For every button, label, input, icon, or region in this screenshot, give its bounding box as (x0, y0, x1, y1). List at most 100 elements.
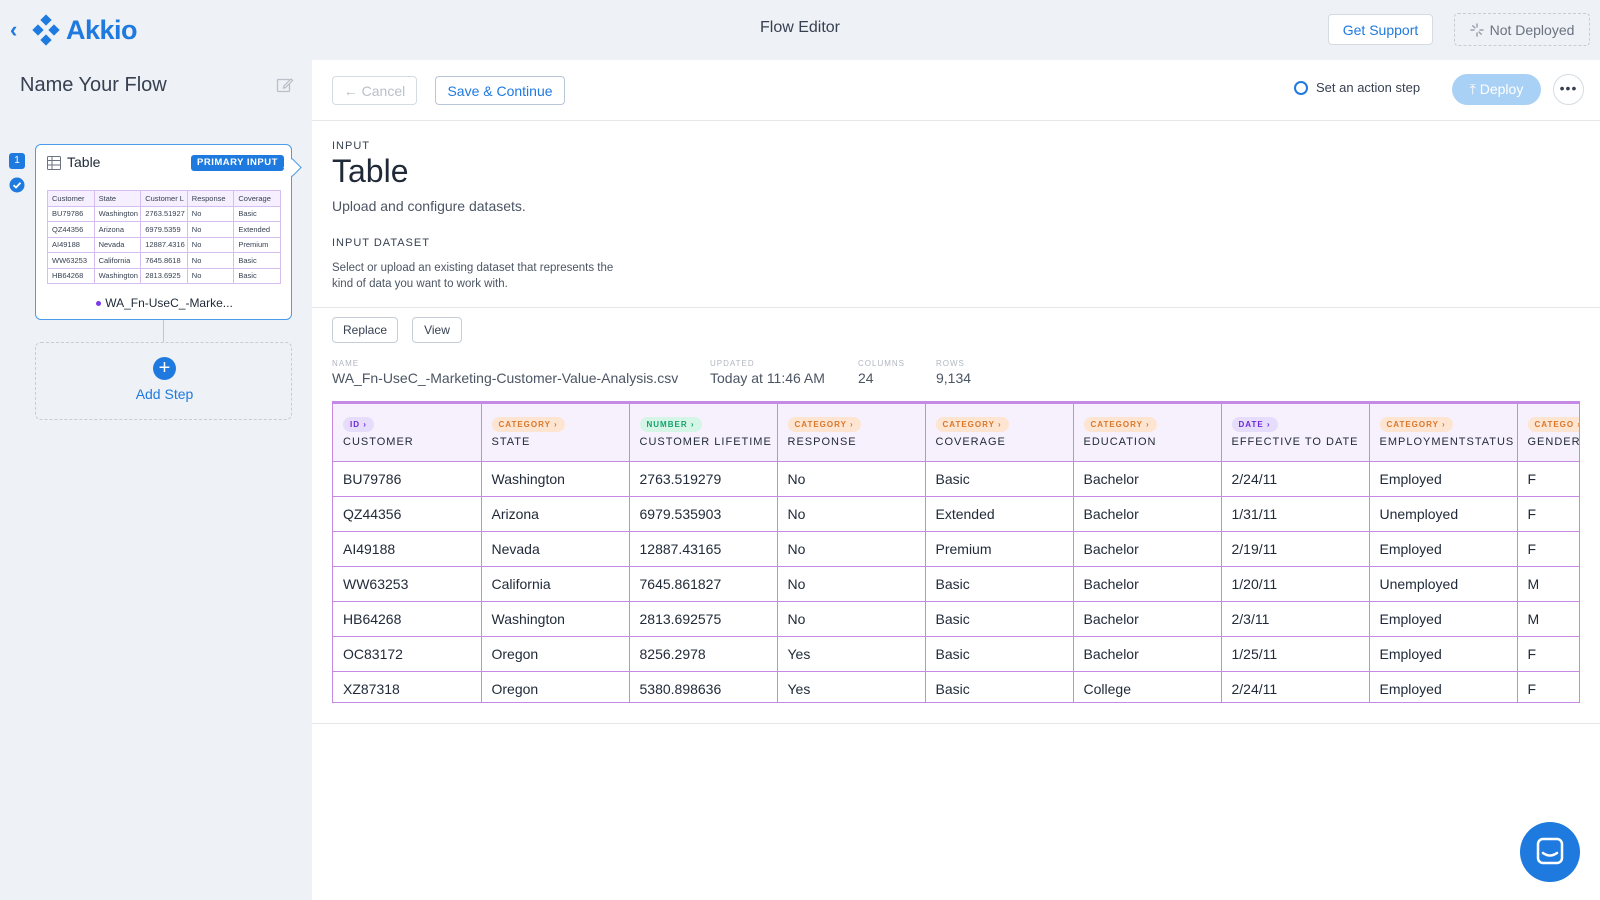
column-name: EFFECTIVE TO DATE (1231, 436, 1359, 448)
meta-updated-key: UPDATED (710, 359, 755, 368)
column-type-badge[interactable]: CATEGO › (1527, 417, 1579, 432)
column-type-badge[interactable]: CATEGORY › (1083, 417, 1157, 432)
step-card-file-name: WA_Fn-UseC_-Marke... (105, 296, 233, 310)
more-options-icon[interactable]: ••• (1553, 74, 1584, 105)
page-title: Flow Editor (759, 19, 841, 36)
column-header[interactable]: CATEGORY › EDUCATION (1073, 404, 1222, 462)
add-step-button[interactable]: + Add Step (35, 342, 292, 420)
save-continue-button[interactable]: Save & Continue (435, 76, 565, 105)
section-title: Table (332, 153, 409, 189)
table-icon (47, 156, 61, 170)
column-type-label: ID (350, 420, 360, 429)
mini-table-cell: No (186, 221, 235, 238)
section-description: Upload and configure datasets. (332, 198, 526, 214)
table-cell: Bachelor (1073, 636, 1222, 672)
editor-panel: ← Cancel Save & Continue Set an action s… (312, 60, 1600, 900)
chat-support-button[interactable] (1520, 822, 1580, 882)
mini-table-cell: QZ44356 (47, 221, 95, 238)
column-name: CUSTOMER (343, 436, 414, 448)
mini-table-row: QZ44356 Arizona 6979.5359 No Extended (47, 221, 281, 238)
back-chevron-icon[interactable]: ‹ (10, 17, 18, 42)
column-type-badge[interactable]: NUMBER › (639, 417, 702, 432)
column-type-label: NUMBER (646, 420, 688, 429)
table-row: AI49188 Nevada 12887.43165 No Premium Bachelo… (333, 531, 1579, 567)
top-bar: ‹ Akkio Flow Editor Get Support Not Depl… (0, 0, 1600, 60)
table-cell: Basic (925, 671, 1074, 702)
deploy-status-label: Not Deployed (1489, 21, 1575, 38)
table-cell: 2/3/11 (1221, 601, 1370, 637)
table-cell: Oregon (481, 671, 630, 702)
table-cell: 2/24/11 (1221, 461, 1370, 497)
table-cell: BU79786 (333, 461, 482, 497)
column-type-label: CATEGORY (1386, 420, 1439, 429)
table-cell: Employed (1369, 601, 1518, 637)
table-row: QZ44356 Arizona 6979.535903 No Extended Bache… (333, 496, 1579, 532)
editor-toolbar: ← Cancel Save & Continue Set an action s… (312, 60, 1600, 121)
column-header[interactable]: CATEGO › GENDER (1517, 404, 1579, 462)
column-type-badge[interactable]: DATE › (1231, 417, 1278, 432)
table-cell: HB64268 (333, 601, 482, 637)
column-type-badge[interactable]: ID › (343, 417, 374, 432)
meta-rows: ROWS 9,134 (936, 359, 971, 386)
table-cell: Employed (1369, 531, 1518, 567)
chevron-right-icon: › (1438, 420, 1446, 429)
table-cell: Basic (925, 566, 1074, 602)
meta-rows-key: ROWS (936, 359, 965, 368)
table-cell: No (777, 496, 926, 532)
mini-table-cell: No (186, 267, 235, 284)
table-cell: Basic (925, 461, 1074, 497)
table-cell: F (1517, 496, 1579, 532)
column-header[interactable]: CATEGORY › RESPONSE (777, 404, 926, 462)
column-header[interactable]: NUMBER › CUSTOMER LIFETIME (629, 404, 778, 462)
deploy-status-button[interactable]: Not Deployed (1454, 13, 1590, 46)
akkio-logo[interactable]: Akkio (30, 14, 138, 46)
column-header[interactable]: CATEGORY › COVERAGE (925, 404, 1074, 462)
get-support-button[interactable]: Get Support (1328, 14, 1433, 45)
table-cell: Unemployed (1369, 496, 1518, 532)
mini-table-header: Customer (47, 190, 95, 207)
table-cell: 1/20/11 (1221, 566, 1370, 602)
table-cell: No (777, 601, 926, 637)
meta-name-value: WA_Fn-UseC_-Marketing-Customer-Value-Ana… (332, 370, 679, 386)
column-header[interactable]: CATEGORY › EMPLOYMENTSTATUS (1369, 404, 1518, 462)
view-button[interactable]: View (412, 317, 462, 343)
table-cell: Washington (481, 601, 630, 637)
table-cell: Basic (925, 636, 1074, 672)
replace-button[interactable]: Replace (332, 317, 398, 343)
edit-icon[interactable] (276, 76, 294, 94)
chat-icon (1536, 837, 1564, 865)
column-header[interactable]: CATEGORY › STATE (481, 404, 630, 462)
table-cell: Washington (481, 461, 630, 497)
plus-icon: + (153, 357, 176, 380)
mini-table-cell: Nevada (93, 236, 142, 253)
table-step-card[interactable]: Table PRIMARY INPUT Customer State Custome… (35, 144, 292, 320)
section-label: INPUT (332, 140, 370, 152)
table-cell: No (777, 566, 926, 602)
radio-circle-icon (1294, 80, 1308, 95)
file-dot-icon (96, 301, 102, 307)
mini-table-cell: Arizona (93, 221, 142, 238)
set-action-step[interactable]: Set an action step (1294, 80, 1420, 95)
column-type-badge[interactable]: CATEGORY › (1379, 417, 1453, 432)
table-cell: Employed (1369, 671, 1518, 702)
mini-table-cell: 2813.6925 (140, 267, 188, 284)
mini-table-row: AI49188 Nevada 12887.4316 No Premium (47, 236, 281, 253)
meta-columns-key: COLUMNS (858, 359, 906, 368)
meta-updated-value: Today at 11:46 AM (710, 370, 825, 386)
column-header[interactable]: DATE › EFFECTIVE TO DATE (1221, 404, 1370, 462)
column-type-badge[interactable]: CATEGORY › (935, 417, 1009, 432)
deploy-button[interactable]: ⤒ Deploy (1452, 74, 1541, 105)
flow-name[interactable]: Name Your Flow (20, 74, 167, 96)
mini-table-cell: No (186, 236, 235, 253)
table-cell: 1/25/11 (1221, 636, 1370, 672)
mini-table-cell: Premium (233, 236, 281, 253)
column-type-badge[interactable]: CATEGORY › (787, 417, 861, 432)
dataset-table: ID › CUSTOMER CATEGORY › STATE NUMBER › CUSTO… (333, 404, 1579, 702)
meta-columns: COLUMNS 24 (858, 359, 905, 386)
column-type-badge[interactable]: CATEGORY › (491, 417, 565, 432)
column-header[interactable]: ID › CUSTOMER (333, 404, 482, 462)
table-cell: 1/31/11 (1221, 496, 1370, 532)
cancel-button[interactable]: ← Cancel (332, 76, 417, 105)
dataset-table-container[interactable]: ID › CUSTOMER CATEGORY › STATE NUMBER › CUSTO… (332, 401, 1580, 703)
mini-table-cell: California (93, 252, 142, 269)
